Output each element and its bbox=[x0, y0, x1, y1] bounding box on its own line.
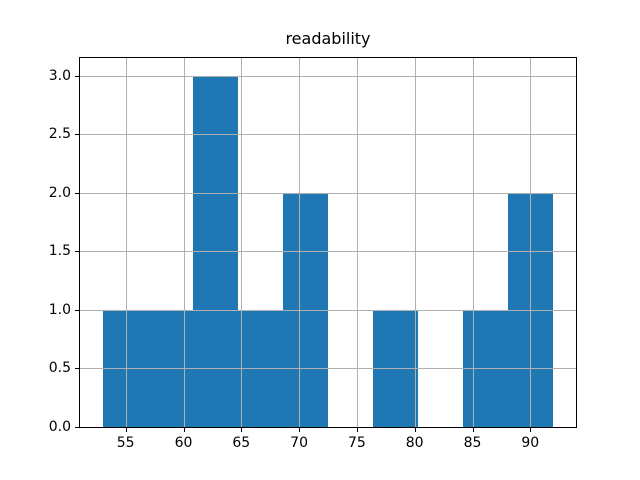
x-gridline bbox=[241, 58, 243, 427]
x-tick-label: 85 bbox=[463, 435, 482, 451]
x-tick-mark bbox=[299, 428, 301, 432]
y-tick-mark bbox=[75, 368, 79, 370]
x-gridline bbox=[183, 58, 185, 427]
y-tick-label: 2.0 bbox=[48, 184, 71, 201]
y-gridline bbox=[80, 309, 576, 311]
x-gridline bbox=[472, 58, 474, 427]
x-tick-mark bbox=[356, 428, 358, 432]
x-tick-mark bbox=[241, 428, 243, 432]
y-tick-mark bbox=[75, 75, 79, 77]
y-tick-label: 0.0 bbox=[48, 419, 71, 435]
y-tick-mark bbox=[75, 309, 79, 311]
x-tick-label: 55 bbox=[116, 435, 135, 451]
x-gridline bbox=[125, 58, 127, 427]
x-tick-label: 70 bbox=[290, 435, 309, 451]
x-gridline bbox=[530, 58, 532, 427]
x-gridline bbox=[356, 58, 358, 427]
y-tick-label: 3.0 bbox=[48, 67, 71, 84]
y-tick-mark bbox=[75, 251, 79, 253]
histogram-bar bbox=[282, 192, 328, 427]
y-gridline bbox=[80, 134, 576, 136]
x-tick-mark bbox=[472, 428, 474, 432]
y-gridline bbox=[80, 192, 576, 194]
y-tick-mark bbox=[75, 134, 79, 136]
x-gridline bbox=[299, 58, 301, 427]
y-gridline bbox=[80, 75, 576, 77]
x-tick-mark bbox=[414, 428, 416, 432]
y-gridline bbox=[80, 251, 576, 253]
x-tick-mark bbox=[183, 428, 185, 432]
x-tick-label: 90 bbox=[521, 435, 540, 451]
x-tick-label: 80 bbox=[405, 435, 424, 451]
y-gridline bbox=[80, 368, 576, 370]
chart-title: readability bbox=[285, 29, 371, 48]
x-tick-label: 65 bbox=[232, 435, 251, 451]
x-tick-label: 75 bbox=[347, 435, 366, 451]
x-tick-mark bbox=[530, 428, 532, 432]
x-gridline bbox=[414, 58, 416, 427]
x-tick-mark bbox=[125, 428, 127, 432]
y-tick-label: 0.5 bbox=[48, 360, 71, 377]
y-tick-label: 2.5 bbox=[48, 126, 71, 143]
y-tick-label: 1.0 bbox=[48, 301, 71, 318]
y-tick-label: 1.5 bbox=[48, 243, 71, 260]
x-tick-label: 60 bbox=[174, 435, 193, 451]
y-tick-mark bbox=[75, 427, 79, 428]
plot-area bbox=[80, 58, 576, 427]
y-tick-mark bbox=[75, 192, 79, 194]
